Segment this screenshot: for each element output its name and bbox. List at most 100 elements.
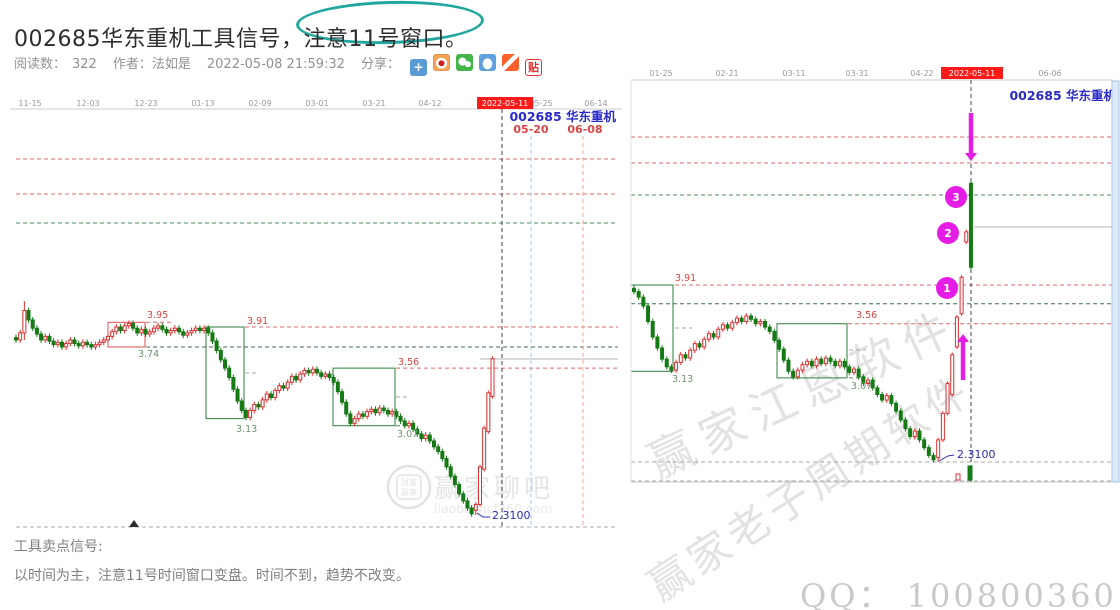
axis-date: 05-25: [529, 99, 552, 108]
sina-weibo-icon[interactable]: [432, 53, 450, 71]
candle-body: [763, 321, 768, 328]
candle-body: [93, 344, 98, 348]
qq-icon[interactable]: [478, 53, 496, 71]
candle-body: [302, 369, 307, 375]
candle-body: [85, 341, 90, 346]
candle-body: [118, 326, 123, 332]
candle-body: [59, 341, 64, 348]
axis-date: 01-25: [649, 69, 672, 78]
svg-text:2: 2: [944, 227, 952, 240]
candle-body: [490, 358, 495, 397]
read-count-label: 阅读数：: [14, 57, 67, 72]
price-label: 3.56: [398, 357, 419, 368]
candle-body: [105, 335, 110, 341]
candle-body: [926, 447, 931, 456]
candle-body: [674, 361, 679, 371]
candle-body: [964, 231, 969, 243]
right-signal-markers: 1 2 3: [936, 113, 977, 380]
candle-body: [678, 354, 683, 363]
candle-body: [143, 328, 148, 335]
candle-body: [411, 422, 416, 430]
candle-body: [423, 434, 428, 440]
candle-body: [940, 412, 945, 441]
candle-body: [805, 360, 810, 366]
candle-body: [252, 404, 257, 411]
axis-date: 02-09: [248, 99, 271, 108]
logo-circle-icon: [386, 464, 432, 510]
svg-text:财富: 财富: [401, 477, 417, 487]
candle-body: [861, 376, 866, 384]
candle-body: [828, 357, 833, 362]
candle-body: [448, 466, 453, 477]
candle-body: [281, 385, 286, 389]
candle-body: [809, 360, 814, 367]
candle-body: [110, 331, 115, 337]
candle-body: [641, 296, 646, 307]
candle-body: [386, 409, 391, 415]
candle-body: [227, 367, 232, 379]
candle-body: [26, 310, 31, 321]
meta-row: 阅读数： 322 作者：法如是 2022-05-08 21:59:32 分享： + 贴: [14, 53, 542, 76]
price-label: 3.07: [851, 381, 872, 392]
candle-body: [114, 326, 119, 333]
candle-body: [791, 370, 796, 378]
publish-datetime: 2022-05-08 21:59:32: [206, 57, 345, 72]
candle-body: [660, 347, 665, 360]
candle-body: [168, 330, 173, 334]
candle-body: [268, 393, 273, 399]
candle-body: [172, 327, 177, 332]
price-label: 3.91: [675, 273, 696, 284]
axis-date-highlight: [477, 97, 533, 109]
candle-body: [131, 322, 136, 329]
candle-body: [477, 466, 482, 505]
tieba-icon[interactable]: 贴: [524, 58, 542, 76]
candle-body: [406, 422, 411, 427]
candle-body: [452, 475, 457, 485]
candle-body: [870, 379, 875, 389]
candle-body: [415, 428, 420, 435]
candle-body: [427, 434, 432, 442]
candle-body: [702, 338, 707, 348]
candle-body: [39, 333, 44, 341]
candle-body: [181, 331, 186, 336]
candle-body: [14, 337, 18, 341]
candle-body: [68, 339, 73, 344]
candle-body: [398, 415, 403, 422]
candle-body: [373, 408, 378, 414]
author-value: 法如是: [151, 57, 191, 72]
candle-body: [889, 395, 894, 404]
candle-body: [880, 394, 885, 401]
candle-body: [76, 342, 81, 347]
future-date-label: 06-08: [567, 123, 602, 136]
candle-body: [365, 411, 370, 417]
candle-body: [814, 358, 819, 367]
candle-body: [289, 375, 294, 383]
candle-body: [894, 402, 899, 412]
candle-body: [833, 360, 838, 367]
future-date-label: 05-20: [513, 123, 549, 136]
author-label: 作者：: [112, 57, 152, 72]
share-more-icon[interactable]: +: [409, 58, 427, 76]
annotation-box: [332, 367, 396, 427]
candle-body: [122, 325, 127, 332]
price-label: 2.3100: [492, 509, 531, 522]
candle-body: [218, 350, 223, 361]
candle-body: [954, 316, 959, 348]
candle-body: [151, 327, 156, 333]
candle-body: [214, 340, 219, 352]
watermark-site-url: liaoba.yjcf360.com: [434, 501, 553, 516]
wechat-icon[interactable]: [455, 53, 473, 71]
read-count-value: 322: [72, 57, 97, 72]
title-circled-text: 注意11号窗口。: [303, 26, 468, 52]
candle-body: [306, 369, 311, 374]
tencent-weibo-icon[interactable]: [501, 53, 519, 71]
candle-body: [381, 407, 386, 411]
candle-body: [837, 360, 842, 367]
footer-note: 工具卖点信号: 以时间为主，注意11号时间窗口变盘。时间不到，趋势不改变。: [14, 536, 410, 585]
candle-body: [646, 305, 651, 323]
watermark-site-name: 赢家聊吧: [434, 474, 554, 504]
candle-body: [968, 182, 973, 268]
candle-body: [352, 418, 357, 424]
svg-text:赢家: 赢家: [401, 487, 417, 497]
